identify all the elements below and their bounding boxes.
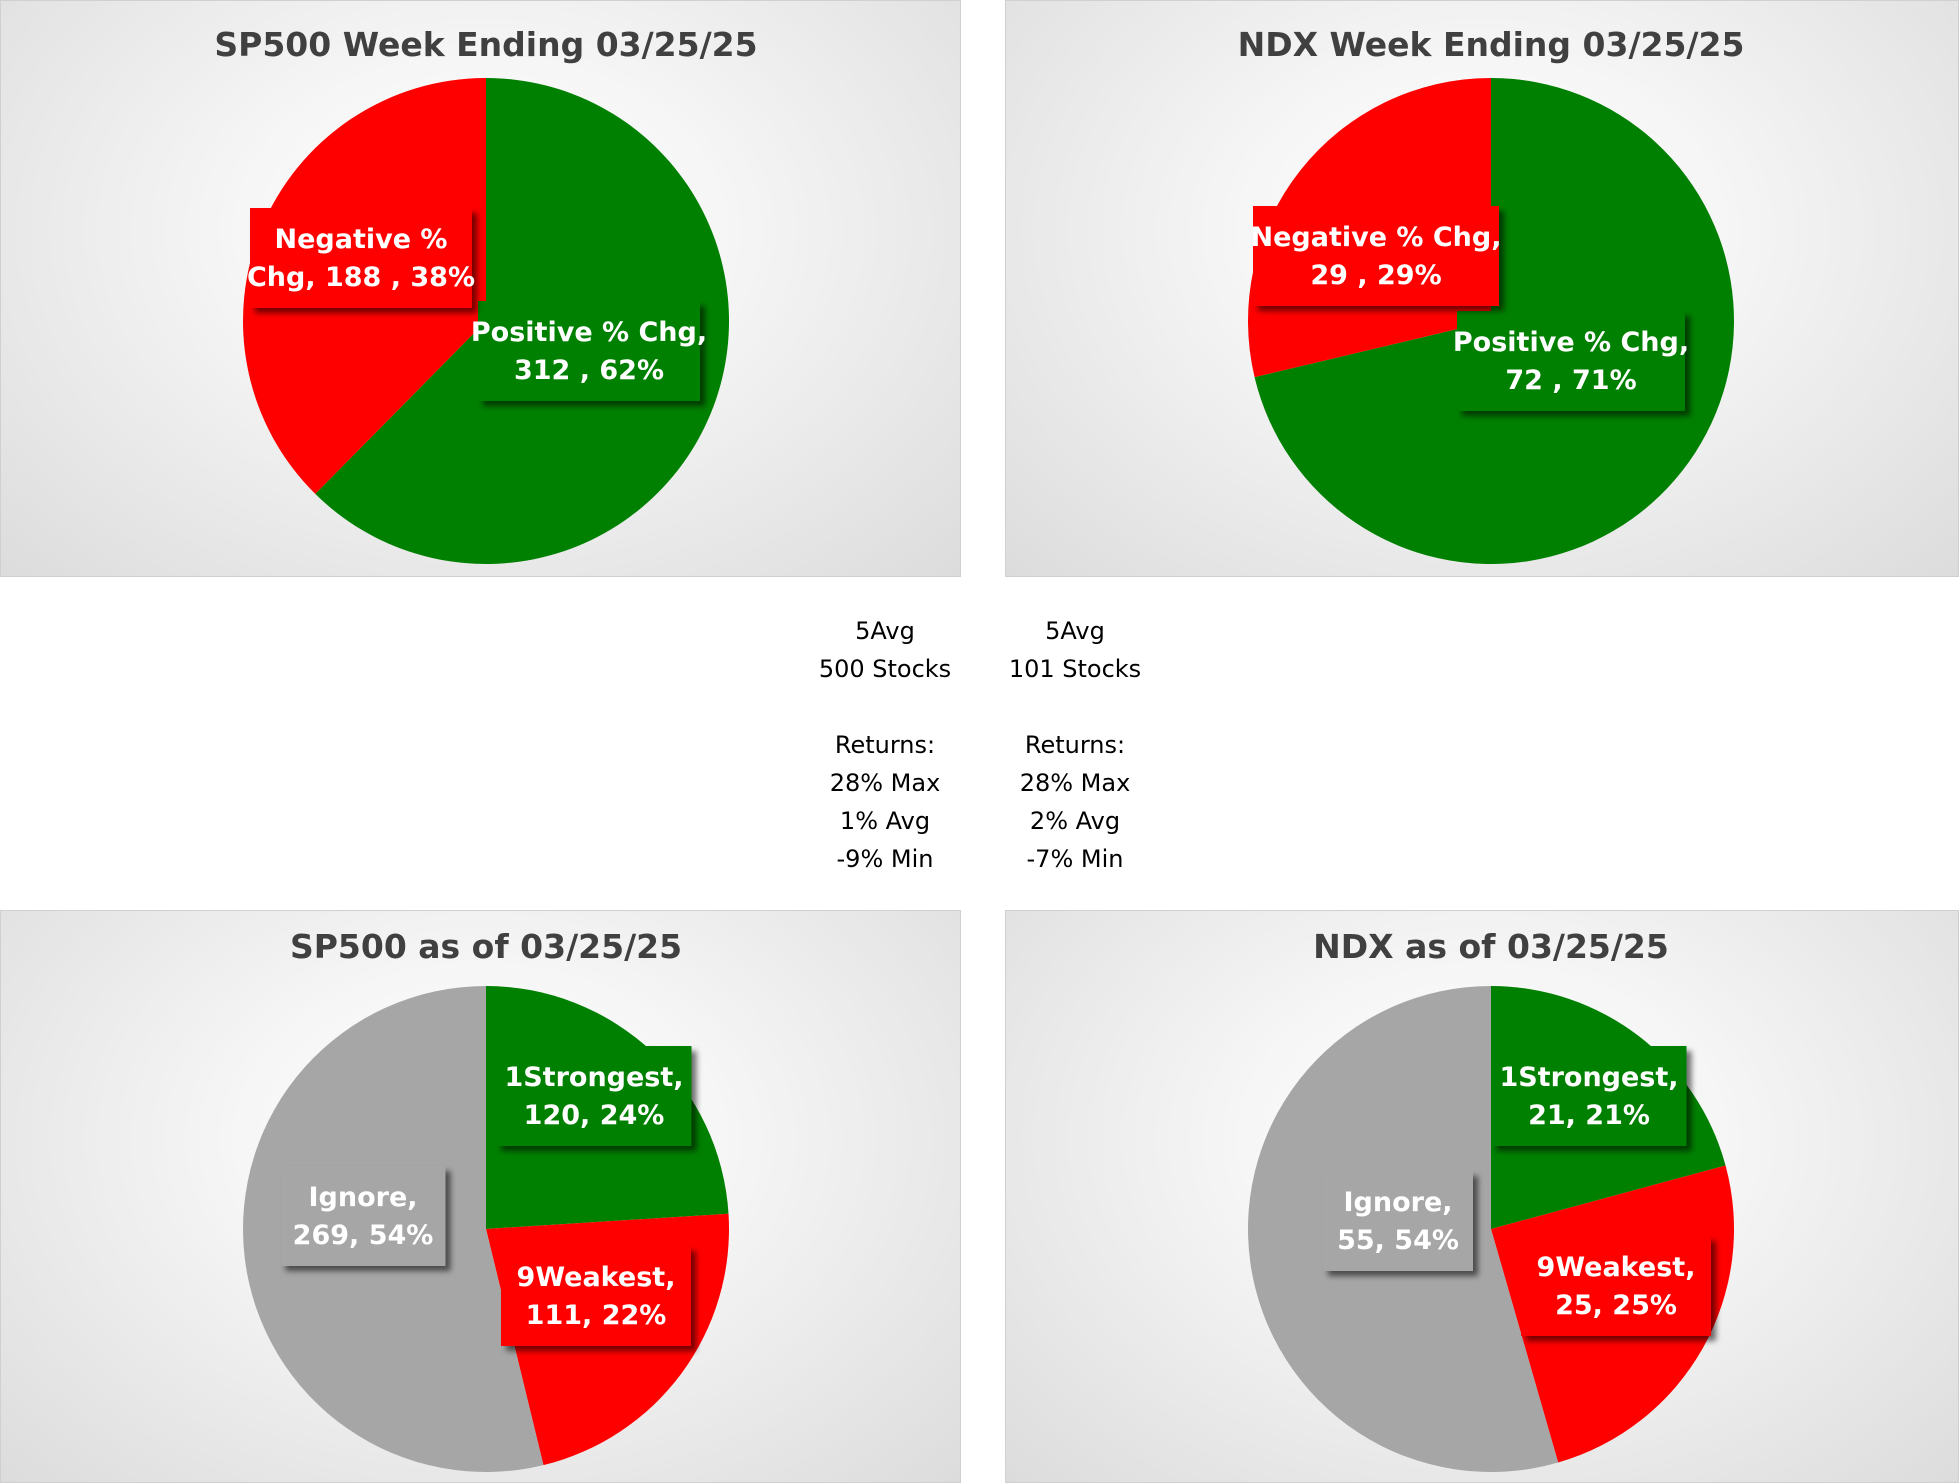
chart-sp500-week-svg: SP500 Week Ending 03/25/25 Positive % Chg…: [214, 25, 758, 564]
data-label-ignore: Ignore, 269, 54%: [280, 1166, 446, 1266]
data-label-negative-chg: Negative % Chg, 188 , 38%: [247, 208, 475, 308]
stats-ndx-max: 28% Max: [1019, 769, 1131, 797]
data-label-line: 1Strongest,: [1499, 1062, 1678, 1093]
stats-sp500-min: -9% Min: [836, 845, 934, 873]
data-label-line: 25, 25%: [1555, 1290, 1677, 1321]
data-label-9weakest: 9Weakest, 25, 25%: [1521, 1236, 1711, 1336]
data-label-line: 72 , 71%: [1505, 365, 1636, 396]
data-label-line: Ignore,: [1343, 1187, 1452, 1218]
data-label-line: 120, 24%: [524, 1100, 665, 1131]
chart-title: NDX as of 03/25/25: [1313, 927, 1669, 966]
stats-ndx-returns-label: Returns:: [1024, 731, 1126, 759]
stats-sp500-spacer: [775, 688, 995, 726]
data-label-box: [1491, 1046, 1687, 1146]
data-label-9weakest: 9Weakest, 111, 22%: [501, 1246, 691, 1346]
stats-ndx-line2: 101 Stocks: [1008, 655, 1142, 683]
data-label-line: Positive % Chg,: [1453, 327, 1689, 358]
data-label-line: Ignore,: [308, 1182, 417, 1213]
data-label-line: 1Strongest,: [504, 1062, 683, 1093]
stats-ndx-avg: 2% Avg: [1029, 807, 1121, 835]
data-label-line: 312 , 62%: [514, 355, 664, 386]
stats-ndx-min: -7% Min: [1026, 845, 1124, 873]
data-label-line: 9Weakest,: [517, 1262, 676, 1293]
data-label-line: 55, 54%: [1337, 1225, 1459, 1256]
stats-sp500-max: 28% Max: [829, 769, 941, 797]
chart-title: SP500 as of 03/25/25: [290, 927, 682, 966]
data-label-box: [1253, 206, 1499, 306]
data-label-line: Positive % Chg,: [471, 317, 707, 348]
data-label-box: [501, 1246, 691, 1346]
data-label-line: 111, 22%: [526, 1300, 667, 1331]
data-label-box: [1457, 311, 1685, 411]
data-label-positive-chg: Positive % Chg, 312 , 62%: [471, 301, 707, 401]
chart-title: NDX Week Ending 03/25/25: [1238, 25, 1745, 64]
data-label-negative-chg: Negative % Chg, 29 , 29%: [1250, 206, 1502, 306]
data-label-ignore: Ignore, 55, 54%: [1323, 1171, 1473, 1271]
chart-ndx-asof: NDX as of 03/25/25 1Strongest, 21, 21% 9Wea…: [1005, 910, 1959, 1483]
chart-sp500-asof-svg: SP500 as of 03/25/25 1Strongest, 120, 24% 9…: [243, 927, 729, 1472]
data-label-line: Negative % Chg,: [1250, 222, 1501, 253]
data-label-1strongest: 1Strongest, 120, 24%: [496, 1046, 692, 1146]
stats-ndx: 5Avg 101 Stocks Returns: 28% Max 2% Avg …: [965, 612, 1185, 878]
chart-ndx-asof-svg: NDX as of 03/25/25 1Strongest, 21, 21% 9Wea…: [1247, 927, 1735, 1472]
data-label-positive-chg: Positive % Chg, 72 , 71%: [1453, 311, 1689, 411]
data-label-box: [250, 208, 472, 308]
chart-title: SP500 Week Ending 03/25/25: [214, 25, 757, 64]
data-label-1strongest: 1Strongest, 21, 21%: [1491, 1046, 1687, 1146]
data-label-line: Negative %: [275, 224, 448, 255]
data-label-box: [1521, 1236, 1711, 1336]
data-label-line: Chg, 188 , 38%: [247, 262, 475, 293]
stats-sp500-returns-label: Returns:: [834, 731, 936, 759]
data-label-line: 9Weakest,: [1537, 1252, 1696, 1283]
data-label-box: [478, 301, 700, 401]
stats-sp500-line1: 5Avg: [855, 617, 915, 645]
data-label-line: 269, 54%: [293, 1220, 434, 1251]
chart-sp500-asof: SP500 as of 03/25/25 1Strongest, 120, 24% 9…: [0, 910, 961, 1483]
data-label-line: 29 , 29%: [1310, 260, 1441, 291]
chart-ndx-week-svg: NDX Week Ending 03/25/25 Positive % Chg, 7…: [1238, 25, 1745, 565]
data-label-box: [280, 1166, 446, 1266]
stats-ndx-spacer: [965, 688, 1185, 726]
data-label-box: [1323, 1171, 1473, 1271]
chart-sp500-week: SP500 Week Ending 03/25/25 Positive % Chg…: [0, 0, 961, 577]
stats-sp500-avg: 1% Avg: [839, 807, 931, 835]
data-label-box: [496, 1046, 692, 1146]
chart-ndx-week: NDX Week Ending 03/25/25 Positive % Chg, 7…: [1005, 0, 1959, 577]
stats-ndx-line1: 5Avg: [1045, 617, 1105, 645]
stats-sp500-line2: 500 Stocks: [818, 655, 952, 683]
data-label-line: 21, 21%: [1528, 1100, 1650, 1131]
stats-sp500: 5Avg 500 Stocks Returns: 28% Max 1% Avg …: [775, 612, 995, 878]
